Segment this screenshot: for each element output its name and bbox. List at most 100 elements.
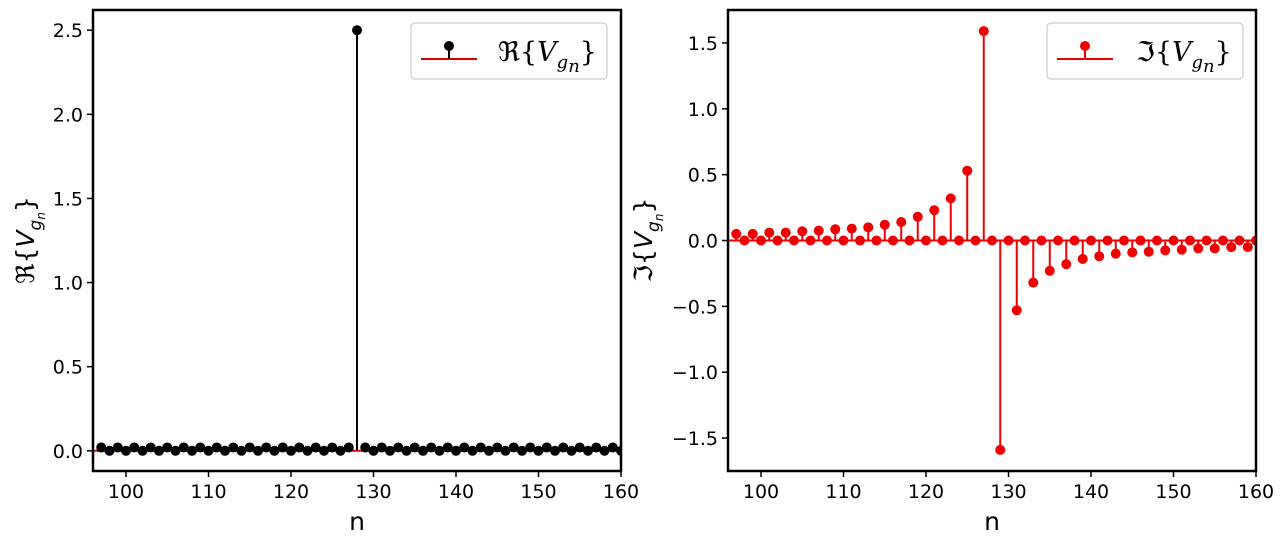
real-marker-138	[434, 445, 445, 456]
imag-legend-marker-swatch	[1080, 41, 1090, 51]
imag-marker-124	[954, 235, 964, 246]
real-marker-136	[418, 445, 428, 456]
imag-marker-100	[756, 235, 766, 246]
imag-marker-135	[1044, 265, 1055, 276]
real-ytick-label-3: 1.5	[53, 188, 83, 210]
imag-legend-n: n	[1203, 56, 1215, 77]
imag-ytick-label-1: −1.0	[672, 362, 718, 384]
imag-marker-117	[896, 217, 907, 228]
real-marker-120	[286, 445, 296, 456]
imag-y-label-symbol: ℑ	[629, 265, 658, 282]
real-part-panel: 100 110 120 130 140 150 1600.00.51.01.52.02.5 …	[11, 8, 639, 536]
real-marker-104	[154, 445, 164, 456]
real-marker-106	[170, 445, 181, 456]
real-xtick-label-100: 100	[108, 481, 144, 503]
imag-marker-147	[1143, 246, 1154, 257]
imag-marker-126	[970, 235, 981, 246]
real-marker-137	[426, 442, 437, 453]
real-marker-135	[409, 442, 420, 453]
real-marker-112	[220, 445, 230, 456]
imag-xtick-label-150: 150	[1155, 481, 1191, 503]
real-marker-151	[541, 442, 552, 453]
imag-marker-118	[904, 235, 915, 246]
imag-ytick-label-0: −1.5	[672, 428, 718, 450]
imag-marker-114	[871, 235, 882, 246]
imag-marker-119	[912, 211, 923, 222]
real-xtick-label-120: 120	[273, 481, 309, 503]
real-ytick-label-0: 0.0	[53, 441, 83, 463]
imag-marker-134	[1036, 235, 1047, 246]
imag-marker-130	[1003, 235, 1014, 246]
real-y-label-g: g	[26, 219, 46, 230]
real-xtick-label-160: 160	[603, 481, 639, 503]
real-marker-115	[244, 442, 255, 453]
real-xtick-label-140: 140	[438, 481, 474, 503]
imag-legend-g: g	[1192, 52, 1204, 73]
real-ytick-label-4: 2.0	[53, 104, 83, 126]
real-marker-154	[566, 445, 577, 456]
imag-marker-103	[780, 227, 791, 238]
real-marker-129	[360, 442, 371, 453]
imag-xtick-label-160: 160	[1238, 481, 1274, 503]
imag-xtick-label-130: 130	[990, 481, 1026, 503]
real-marker-108	[187, 445, 197, 456]
real-marker-109	[195, 442, 206, 453]
imag-marker-143	[1110, 248, 1121, 259]
real-marker-143	[475, 442, 486, 453]
real-marker-145	[492, 442, 503, 453]
real-marker-149	[525, 442, 536, 453]
imag-y-axis-label: ℑ{Vgn}	[629, 198, 666, 283]
real-marker-123	[310, 442, 321, 453]
imag-marker-102	[772, 235, 783, 246]
real-legend-v: V	[537, 37, 559, 68]
real-marker-99	[112, 442, 123, 453]
imag-marker-128	[987, 235, 997, 246]
real-xtick-label-110: 110	[190, 481, 226, 503]
real-y-label-symbol: ℜ	[11, 263, 40, 284]
imag-marker-146	[1135, 235, 1146, 246]
imag-marker-121	[929, 205, 940, 216]
imag-marker-122	[937, 235, 948, 246]
imag-legend: ℑ{Vgn}	[1046, 22, 1244, 80]
imag-marker-120	[921, 235, 931, 246]
imag-ytick-label-6: 1.5	[688, 33, 718, 55]
real-legend-marker-swatch	[444, 41, 454, 51]
real-marker-156	[583, 445, 593, 456]
imag-xtick-label-110: 110	[825, 481, 861, 503]
imag-marker-111	[846, 223, 857, 234]
real-marker-101	[129, 442, 140, 453]
imag-marker-149	[1160, 245, 1171, 256]
real-marker-102	[137, 445, 148, 456]
real-marker-159	[607, 442, 618, 453]
real-ytick-label-5: 2.5	[53, 20, 83, 42]
imag-marker-141	[1094, 251, 1105, 262]
real-marker-125	[327, 442, 338, 453]
imag-part-marks	[728, 26, 1256, 455]
imag-marker-158	[1234, 235, 1245, 246]
real-marker-132	[385, 445, 395, 456]
imag-marker-148	[1152, 235, 1162, 246]
real-legend-g: g	[557, 52, 569, 73]
real-ytick-label-1: 0.5	[53, 357, 83, 379]
real-marker-105	[162, 442, 173, 453]
imag-x-axis-label: n	[984, 507, 1000, 536]
imag-ticks: 100 110 120 130 140 150 160 −1.5 −1.0 −0.5 0.0 0.5 1…	[672, 33, 1274, 503]
imag-marker-145	[1127, 247, 1138, 258]
real-marker-113	[228, 442, 239, 453]
imag-marker-108	[822, 235, 832, 246]
imag-marker-109	[830, 224, 841, 235]
real-marker-142	[467, 445, 478, 456]
imag-marker-132	[1020, 235, 1030, 246]
real-marker-119	[277, 442, 288, 453]
imag-marker-104	[789, 235, 799, 246]
imag-marker-105	[797, 226, 808, 237]
real-x-axis-label: n	[349, 507, 365, 536]
imag-marker-101	[764, 227, 775, 238]
imag-marker-138	[1069, 235, 1080, 246]
imag-part-panel: 100 110 120 130 140 150 160 −1.5 −1.0 −0.5 0.0 0.5 1…	[629, 8, 1274, 536]
imag-marker-116	[888, 235, 898, 246]
imag-marker-113	[863, 222, 874, 233]
real-marker-118	[269, 445, 280, 456]
imag-legend-symbol: ℑ	[1136, 37, 1155, 68]
